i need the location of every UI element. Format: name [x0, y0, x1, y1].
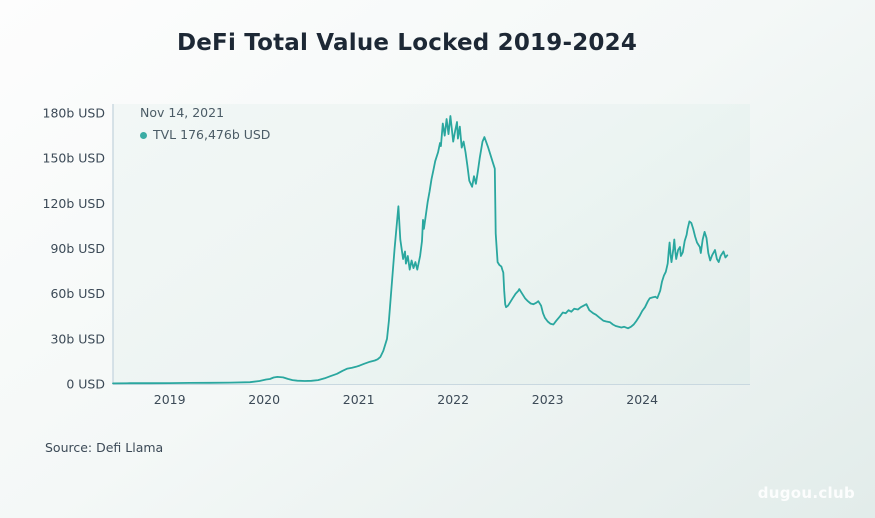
x-axis-tick-label: 2022: [437, 392, 469, 407]
x-axis-tick-label: 2023: [532, 392, 564, 407]
tooltip-date: Nov 14, 2021: [140, 103, 270, 122]
tooltip: Nov 14, 2021 TVL 176,476b USD: [140, 103, 270, 145]
y-axis-tick-label: 180b USD: [43, 106, 105, 121]
x-axis-tick-labels: 2019 2020 2021 2022 2023 2024: [154, 392, 658, 407]
x-axis-tick-label: 2021: [343, 392, 375, 407]
y-axis-tick-label: 30b USD: [50, 331, 105, 346]
x-axis-tick-label: 2020: [248, 392, 280, 407]
x-axis-tick-label: 2024: [626, 392, 658, 407]
y-axis-tick-labels: 0 USD 30b USD 60b USD 90b USD 120b USD 150b U…: [43, 106, 105, 392]
y-axis-tick-label: 90b USD: [50, 241, 105, 256]
source-note: Source: Defi Llama: [45, 440, 164, 455]
watermark: dugou.club: [757, 484, 855, 502]
x-axis-tick-label: 2019: [154, 392, 186, 407]
chart-title: DeFi Total Value Locked 2019-2024: [176, 30, 638, 56]
y-axis-tick-label: 60b USD: [50, 286, 105, 301]
y-axis-tick-label: 120b USD: [43, 196, 105, 211]
y-axis-tick-label: 0 USD: [66, 377, 105, 392]
series-dot-icon: [140, 131, 147, 139]
plot-area[interactable]: [113, 104, 751, 384]
y-axis-tick-label: 150b USD: [43, 151, 105, 166]
tvl-line[interactable]: [112, 115, 729, 385]
tooltip-value: TVL 176,476b USD: [153, 125, 270, 144]
tooltip-series-row: TVL 176,476b USD: [140, 125, 270, 144]
